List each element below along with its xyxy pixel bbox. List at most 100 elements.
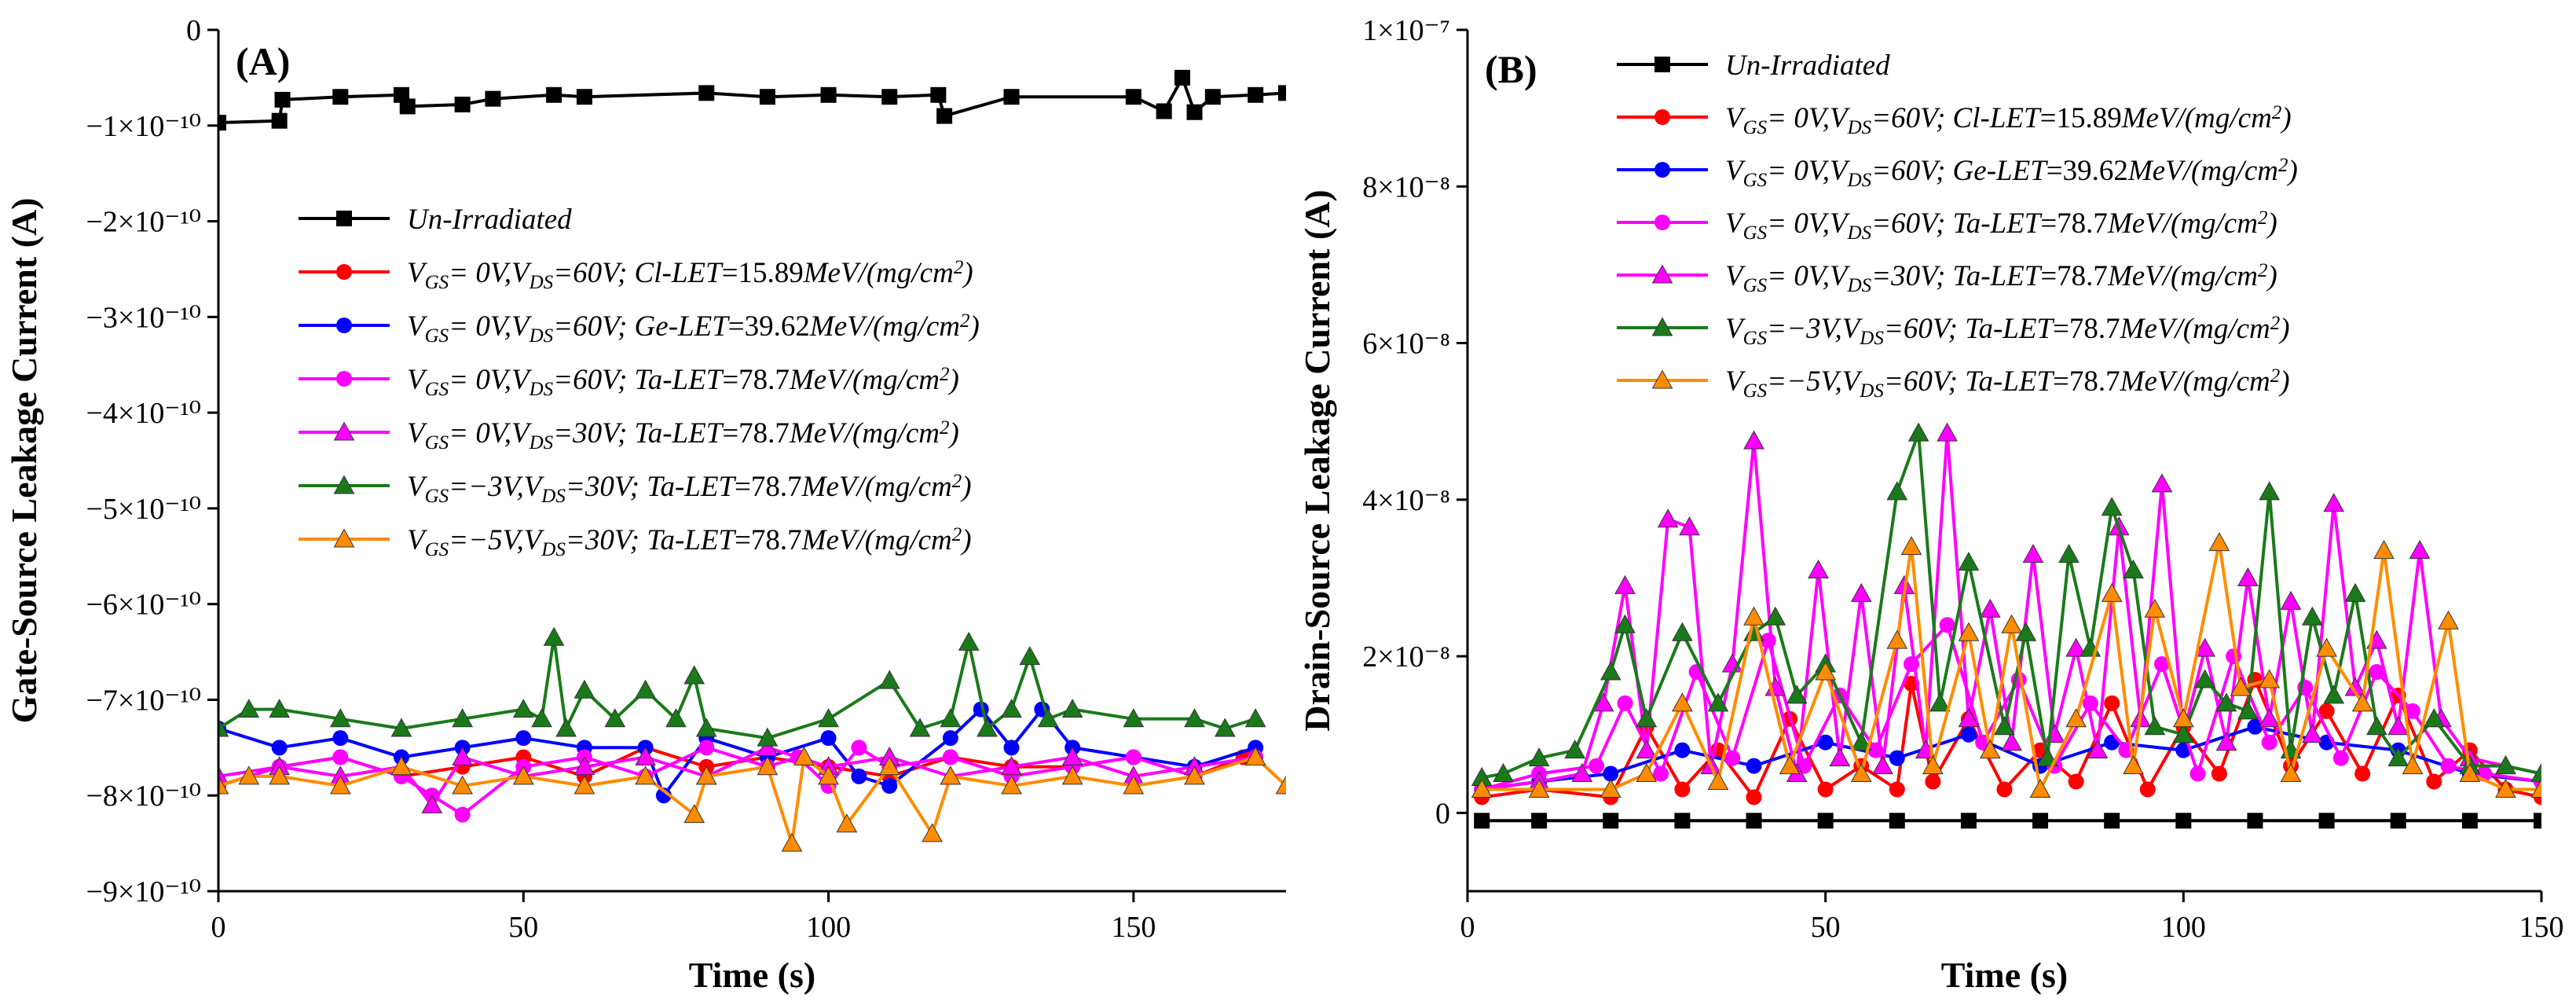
data-point-a-6-8 bbox=[635, 765, 656, 785]
data-point-b-4-34 bbox=[2259, 708, 2281, 728]
data-point-a-0-17 bbox=[1125, 89, 1141, 105]
y-tick-label: −3×10⁻¹⁰ bbox=[86, 301, 201, 334]
data-point-b-0-6 bbox=[1889, 813, 1905, 829]
legend-marker bbox=[1654, 215, 1670, 230]
data-point-a-0-0 bbox=[218, 115, 226, 131]
data-point-a-2-2 bbox=[332, 730, 349, 747]
y-tick-label: 8×10⁻⁸ bbox=[1362, 171, 1450, 204]
data-point-a-6-22 bbox=[1184, 765, 1205, 785]
data-point-a-6-5 bbox=[452, 775, 473, 795]
data-point-a-2-11 bbox=[820, 730, 837, 747]
y-tick-label: 0 bbox=[186, 14, 201, 47]
data-point-b-5-16 bbox=[1929, 692, 1951, 712]
data-point-b-4-36 bbox=[2302, 724, 2323, 743]
data-point-a-3-18 bbox=[1125, 749, 1141, 765]
data-point-b-6-29 bbox=[2402, 755, 2424, 775]
data-point-b-1-6 bbox=[1746, 789, 1762, 806]
data-point-b-5-14 bbox=[1886, 481, 1908, 501]
data-point-a-5-24 bbox=[1019, 646, 1041, 666]
data-point-a-6-24 bbox=[1275, 775, 1286, 795]
data-point-a-0-6 bbox=[454, 96, 471, 112]
data-point-a-5-26 bbox=[1061, 699, 1083, 718]
data-point-b-4-16 bbox=[1872, 755, 1893, 775]
data-point-b-4-41 bbox=[2409, 540, 2431, 560]
data-point-a-5-9 bbox=[555, 718, 577, 737]
data-point-b-2-3 bbox=[1674, 742, 1691, 758]
data-point-b-5-30 bbox=[2259, 481, 2281, 501]
data-point-a-5-23 bbox=[1001, 699, 1022, 718]
data-point-b-5-17 bbox=[1958, 551, 1980, 571]
data-point-b-6-2 bbox=[1599, 778, 1621, 798]
data-point-a-6-14 bbox=[818, 765, 839, 785]
data-point-b-4-26 bbox=[2087, 740, 2109, 759]
data-point-b-6-8 bbox=[1815, 661, 1837, 681]
data-point-a-2-16 bbox=[1003, 740, 1020, 756]
data-point-a-2-14 bbox=[942, 730, 958, 747]
data-point-b-6-11 bbox=[1900, 536, 1922, 556]
legend-marker bbox=[333, 421, 355, 441]
x-tick-label: 0 bbox=[1460, 911, 1475, 944]
data-point-b-6-3 bbox=[1636, 763, 1658, 783]
data-point-b-6-9 bbox=[1850, 763, 1872, 783]
data-point-a-0-16 bbox=[1003, 89, 1020, 105]
data-point-a-5-3 bbox=[329, 708, 351, 728]
data-point-a-5-5 bbox=[452, 708, 473, 728]
data-point-a-0-10 bbox=[698, 85, 715, 101]
data-point-b-3-4 bbox=[1653, 765, 1669, 782]
legend: Un-Irradiated VGS= 0V,VDS=60V; Cl-LET=15.… bbox=[299, 204, 980, 560]
data-point-a-5-17 bbox=[818, 708, 839, 728]
y-tick-label: 0 bbox=[1435, 797, 1450, 830]
data-point-a-5-27 bbox=[1123, 708, 1145, 728]
data-point-a-0-12 bbox=[820, 86, 837, 103]
data-point-a-6-2 bbox=[269, 765, 291, 785]
data-point-a-5-6 bbox=[512, 699, 534, 718]
data-point-b-5-11 bbox=[1786, 685, 1808, 704]
data-point-a-5-11 bbox=[604, 708, 626, 728]
data-point-b-0-14 bbox=[2461, 813, 2478, 829]
data-point-b-5-6 bbox=[1636, 708, 1658, 728]
data-point-b-1-17 bbox=[2104, 695, 2120, 711]
data-point-a-5-13 bbox=[665, 708, 687, 728]
data-point-a-6-12 bbox=[781, 832, 803, 852]
legend-label: VGS= 0V,VDS=60V; Ta-LET=78.7MeV/(mg/cm2) bbox=[407, 364, 959, 400]
data-point-b-6-26 bbox=[2316, 637, 2337, 657]
data-point-a-5-22 bbox=[977, 718, 998, 737]
data-point-a-2-1 bbox=[271, 740, 288, 756]
data-point-b-3-12 bbox=[1939, 617, 1955, 633]
x-axis-title: Time (s) bbox=[689, 955, 815, 995]
data-point-b-6-12 bbox=[1922, 755, 1944, 775]
data-point-b-5-29 bbox=[2237, 700, 2259, 720]
data-point-b-5-23 bbox=[2101, 497, 2123, 516]
x-tick-label: 150 bbox=[2519, 911, 2564, 944]
data-point-a-5-20 bbox=[940, 708, 962, 728]
data-point-b-5-8 bbox=[1707, 692, 1729, 712]
data-point-b-6-16 bbox=[2029, 778, 2051, 798]
data-point-b-0-7 bbox=[1960, 813, 1977, 829]
data-point-b-4-6 bbox=[1657, 508, 1679, 528]
data-point-a-0-2 bbox=[274, 91, 291, 108]
data-point-a-0-20 bbox=[1186, 104, 1203, 120]
data-point-b-3-18 bbox=[2153, 656, 2170, 673]
legend-label: Un-Irradiated bbox=[1725, 50, 1890, 82]
x-axis-title: Time (s) bbox=[1941, 955, 2068, 995]
legend-label: Un-Irradiated bbox=[407, 204, 572, 236]
data-point-a-2-13 bbox=[881, 778, 898, 795]
data-point-a-0-13 bbox=[881, 89, 898, 105]
data-point-a-2-12 bbox=[851, 768, 867, 784]
data-point-b-5-32 bbox=[2302, 606, 2323, 626]
data-point-a-0-18 bbox=[1156, 103, 1172, 119]
data-point-a-6-6 bbox=[512, 765, 534, 785]
data-point-b-4-15 bbox=[1850, 582, 1872, 602]
data-point-b-1-23 bbox=[2318, 703, 2335, 719]
data-point-b-5-15 bbox=[1907, 422, 1929, 442]
data-point-a-0-7 bbox=[485, 90, 501, 107]
data-point-b-2-5 bbox=[1817, 734, 1834, 751]
data-point-b-3-26 bbox=[2440, 758, 2457, 774]
data-point-a-5-7 bbox=[531, 708, 552, 728]
data-point-b-4-24 bbox=[2043, 724, 2065, 743]
data-point-b-5-27 bbox=[2194, 669, 2216, 688]
data-point-a-0-11 bbox=[759, 89, 775, 105]
data-point-b-5-20 bbox=[2036, 747, 2058, 767]
data-point-a-6-11 bbox=[757, 756, 779, 776]
